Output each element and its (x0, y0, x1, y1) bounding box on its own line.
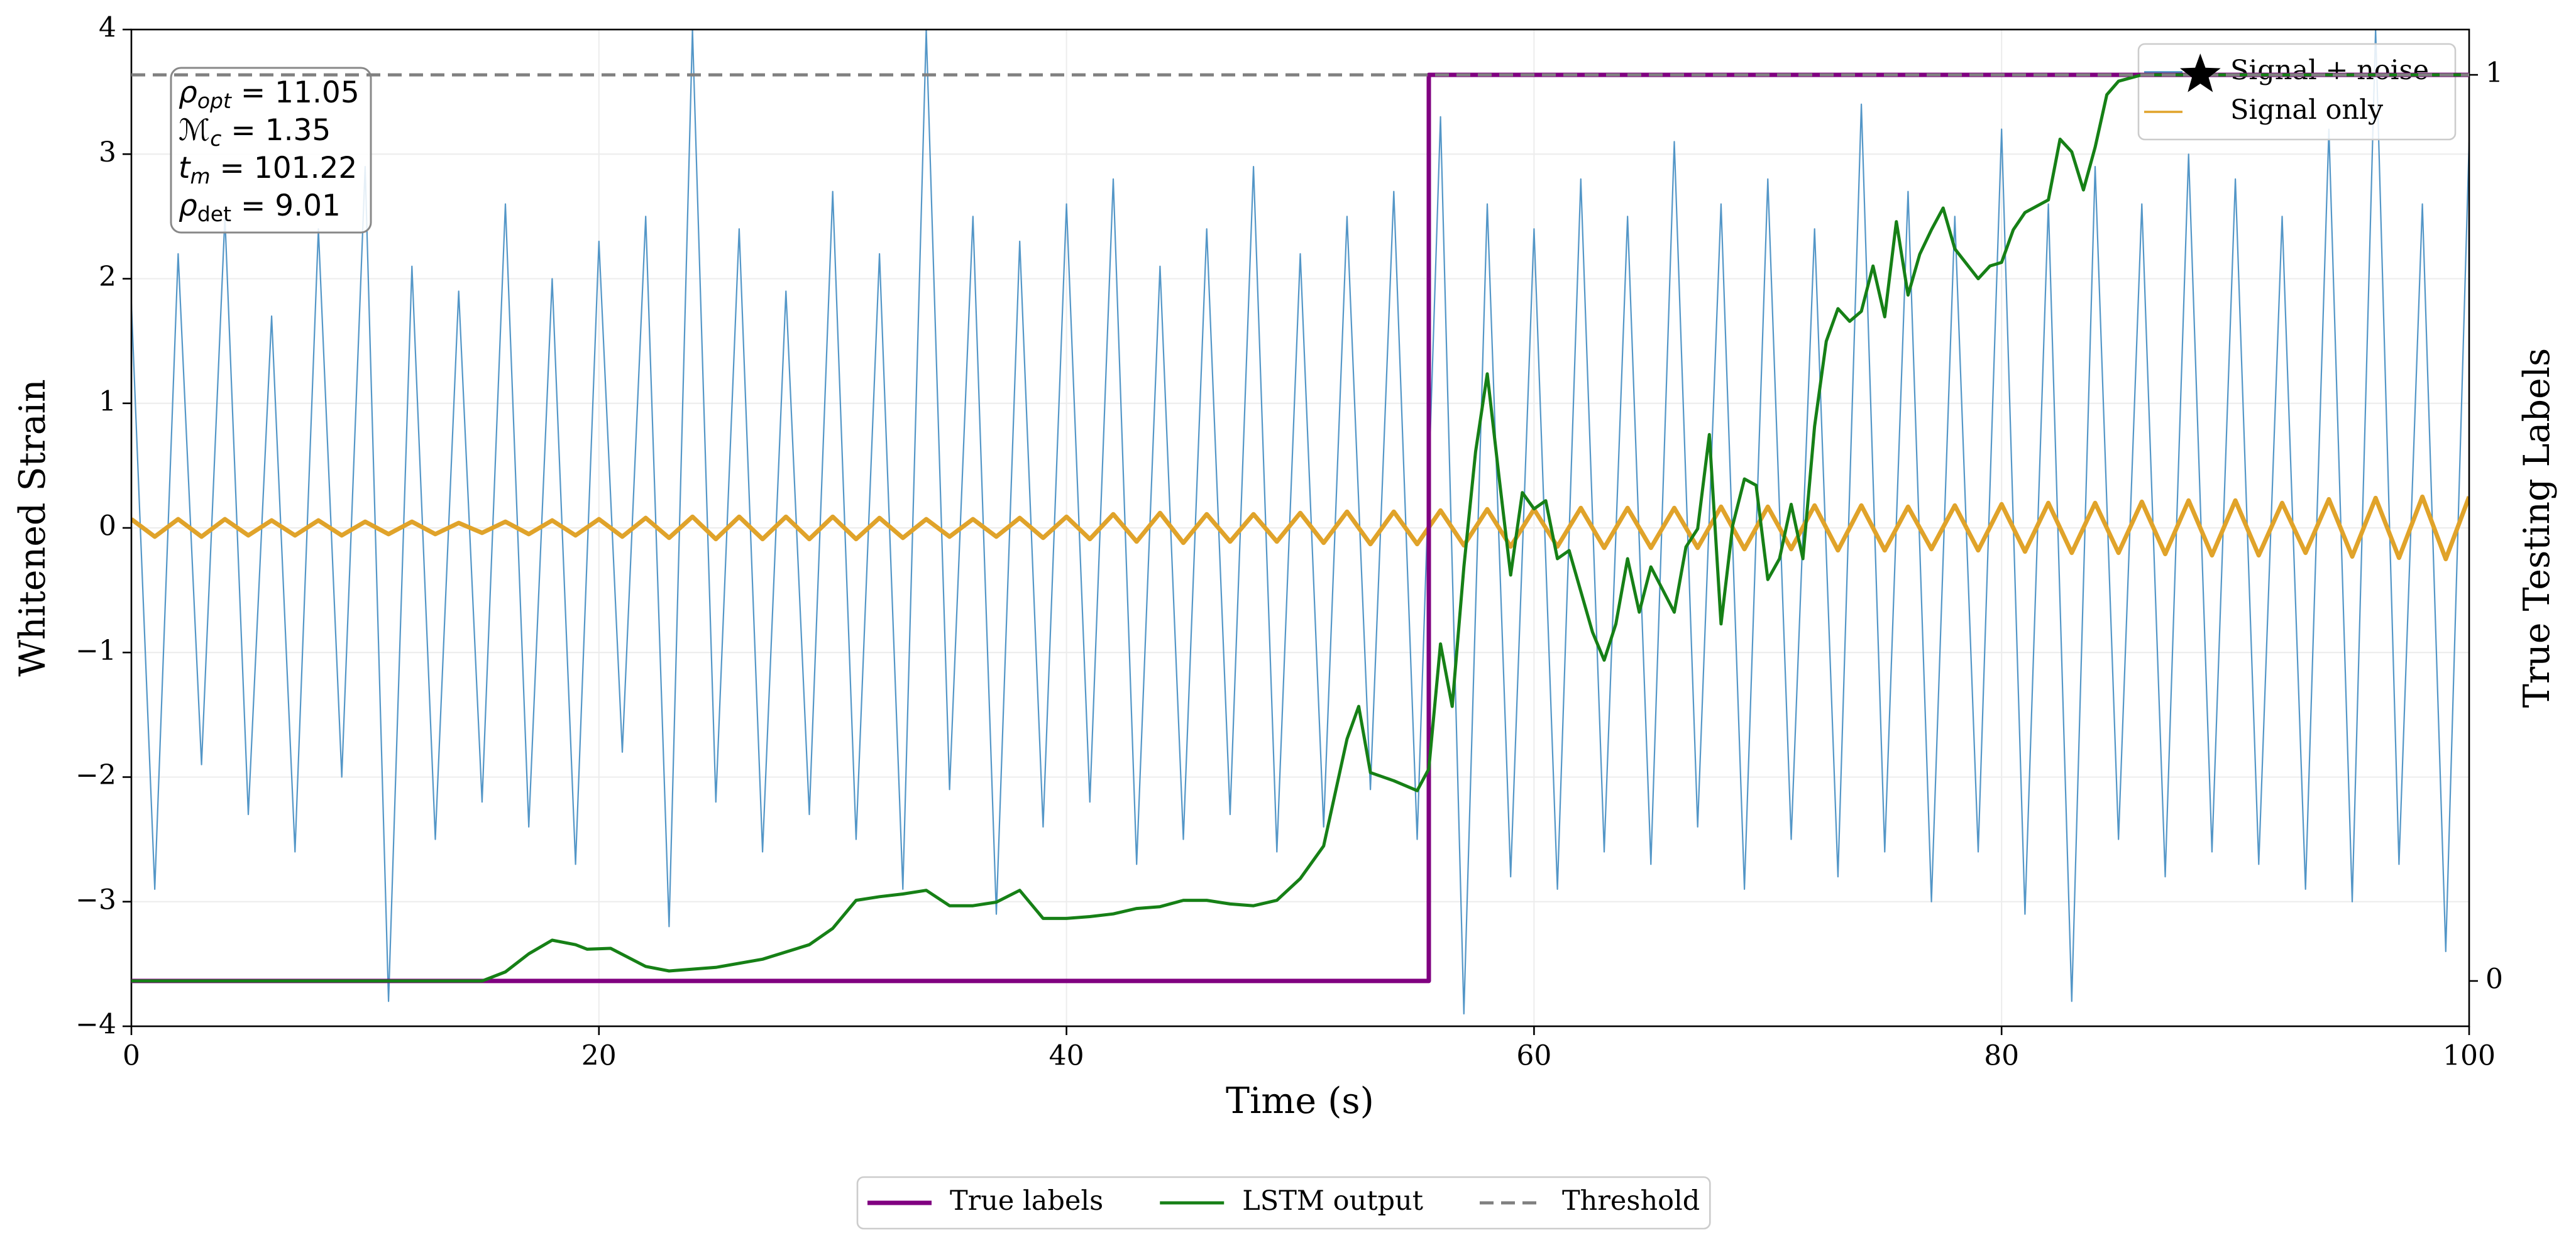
x-tick-label: 20 (581, 1040, 617, 1072)
x-tick-label: 40 (1049, 1040, 1084, 1072)
annotation-symbol: ℳ (179, 113, 210, 148)
y-tick-label: 0 (99, 510, 116, 542)
series-line (131, 73, 2469, 983)
y2-tick-label: 1 (2485, 57, 2503, 89)
annotation-symbol: ρ (179, 189, 197, 223)
annotation-value: = 1.35 (221, 113, 331, 148)
y-axis-label: Whitened Strain (12, 379, 53, 676)
legend-label: Signal only (2230, 94, 2384, 126)
annotation-symbol: t (179, 151, 191, 185)
y-tick-label: −2 (75, 759, 116, 791)
y-tick-label: 2 (99, 261, 116, 293)
annotation-value: = 101.22 (211, 151, 358, 185)
annotation-line: ρopt = 11.05 (179, 75, 360, 113)
annotation-subscript: det (197, 202, 231, 226)
legend-frame (856, 1176, 1711, 1230)
y-tick-label: 1 (99, 385, 116, 417)
y2-tick-label: 0 (2485, 963, 2503, 995)
y-tick-label: 3 (99, 136, 116, 168)
y-tick-label: −1 (75, 635, 116, 667)
x-tick-label: 100 (2443, 1040, 2496, 1072)
x-tick-label: 0 (123, 1040, 140, 1072)
plot-area (131, 30, 2469, 1015)
annotation-subscript: c (210, 126, 221, 151)
annotation-value: = 9.01 (231, 189, 341, 223)
y2-axis-label: True Testing Labels (2516, 348, 2558, 708)
annotation-symbol: ρ (179, 75, 197, 110)
annotation-subscript: opt (197, 89, 232, 113)
annotation-subscript: m (190, 164, 210, 189)
y-tick-label: −4 (75, 1009, 116, 1041)
annotation-value: = 11.05 (231, 75, 360, 110)
annotation-line: ℳc = 1.35 (179, 113, 331, 151)
legend-label: LSTM output (1242, 1185, 1423, 1217)
legends: Signal + noise Signal only True labels LSTM… (856, 43, 2457, 1230)
annotation-line: ρdet = 9.01 (179, 189, 341, 226)
y-tick-label: −3 (75, 884, 116, 916)
legend-label: Signal + noise (2230, 55, 2429, 86)
series-line (131, 30, 2469, 1015)
y-tick-label: 4 (99, 12, 116, 44)
detection-marker (2180, 53, 2221, 92)
legend-label: Threshold (1562, 1185, 1700, 1217)
x-axis-label: Time (s) (1226, 1080, 1374, 1122)
annotation-frame (170, 67, 372, 234)
annotation-line: tm = 101.22 (179, 151, 357, 189)
series-line (131, 494, 2469, 562)
x-tick-label: 60 (1516, 1040, 1551, 1072)
legend-label: True labels (950, 1185, 1103, 1217)
x-tick-label: 80 (1984, 1040, 2019, 1072)
legend-frame (2137, 43, 2457, 141)
